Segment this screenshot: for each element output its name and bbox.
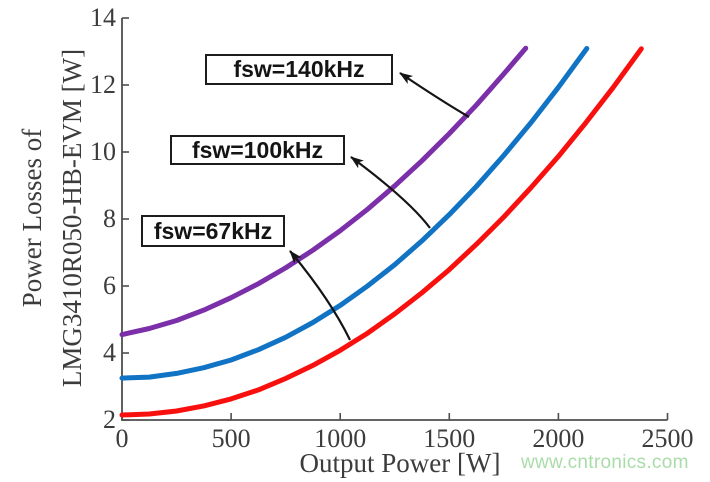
annotation-arrow: [399, 72, 470, 118]
y-tick-label: 12: [90, 70, 116, 99]
series-curve-fsw-100khz: [119, 46, 590, 381]
annotation-box-fsw-140khz: fsw=140kHz: [205, 54, 393, 85]
series-curve-fsw-140khz: [119, 45, 529, 338]
y-tick-label: 8: [103, 204, 116, 233]
x-tick-label: 1500: [423, 424, 476, 453]
y-tick-label: 14: [90, 3, 116, 32]
x-tick-label: 2000: [532, 424, 585, 453]
series-curve-fsw-67khz: [119, 46, 644, 418]
annotation-arrow: [350, 156, 431, 229]
x-tick-label: 0: [115, 424, 129, 453]
annotation-box-fsw-100khz: fsw=100kHz: [170, 135, 345, 165]
x-tick-label: 2500: [641, 424, 694, 453]
annotation-arrow: [289, 250, 351, 341]
y-tick-label: 6: [103, 271, 116, 300]
y-tick-label: 2: [103, 405, 116, 434]
watermark-text: www.cntronics.com: [521, 452, 689, 473]
y-axis-label: Power Losses of LMG3410R050-HB-EVM [W]: [12, 0, 92, 438]
y-tick-label: 10: [90, 137, 116, 166]
y-tick-label: 4: [103, 338, 116, 367]
annotation-box-fsw-67khz: fsw=67kHz: [141, 215, 285, 247]
y-axis-label-line2: LMG3410R050-HB-EVM [W]: [57, 48, 87, 388]
x-tick-label: 500: [211, 424, 251, 453]
x-tick-label: 1000: [314, 424, 367, 453]
x-axis-label: Output Power [W]: [299, 448, 501, 478]
y-axis-label-line1: Power Losses of: [17, 128, 47, 308]
